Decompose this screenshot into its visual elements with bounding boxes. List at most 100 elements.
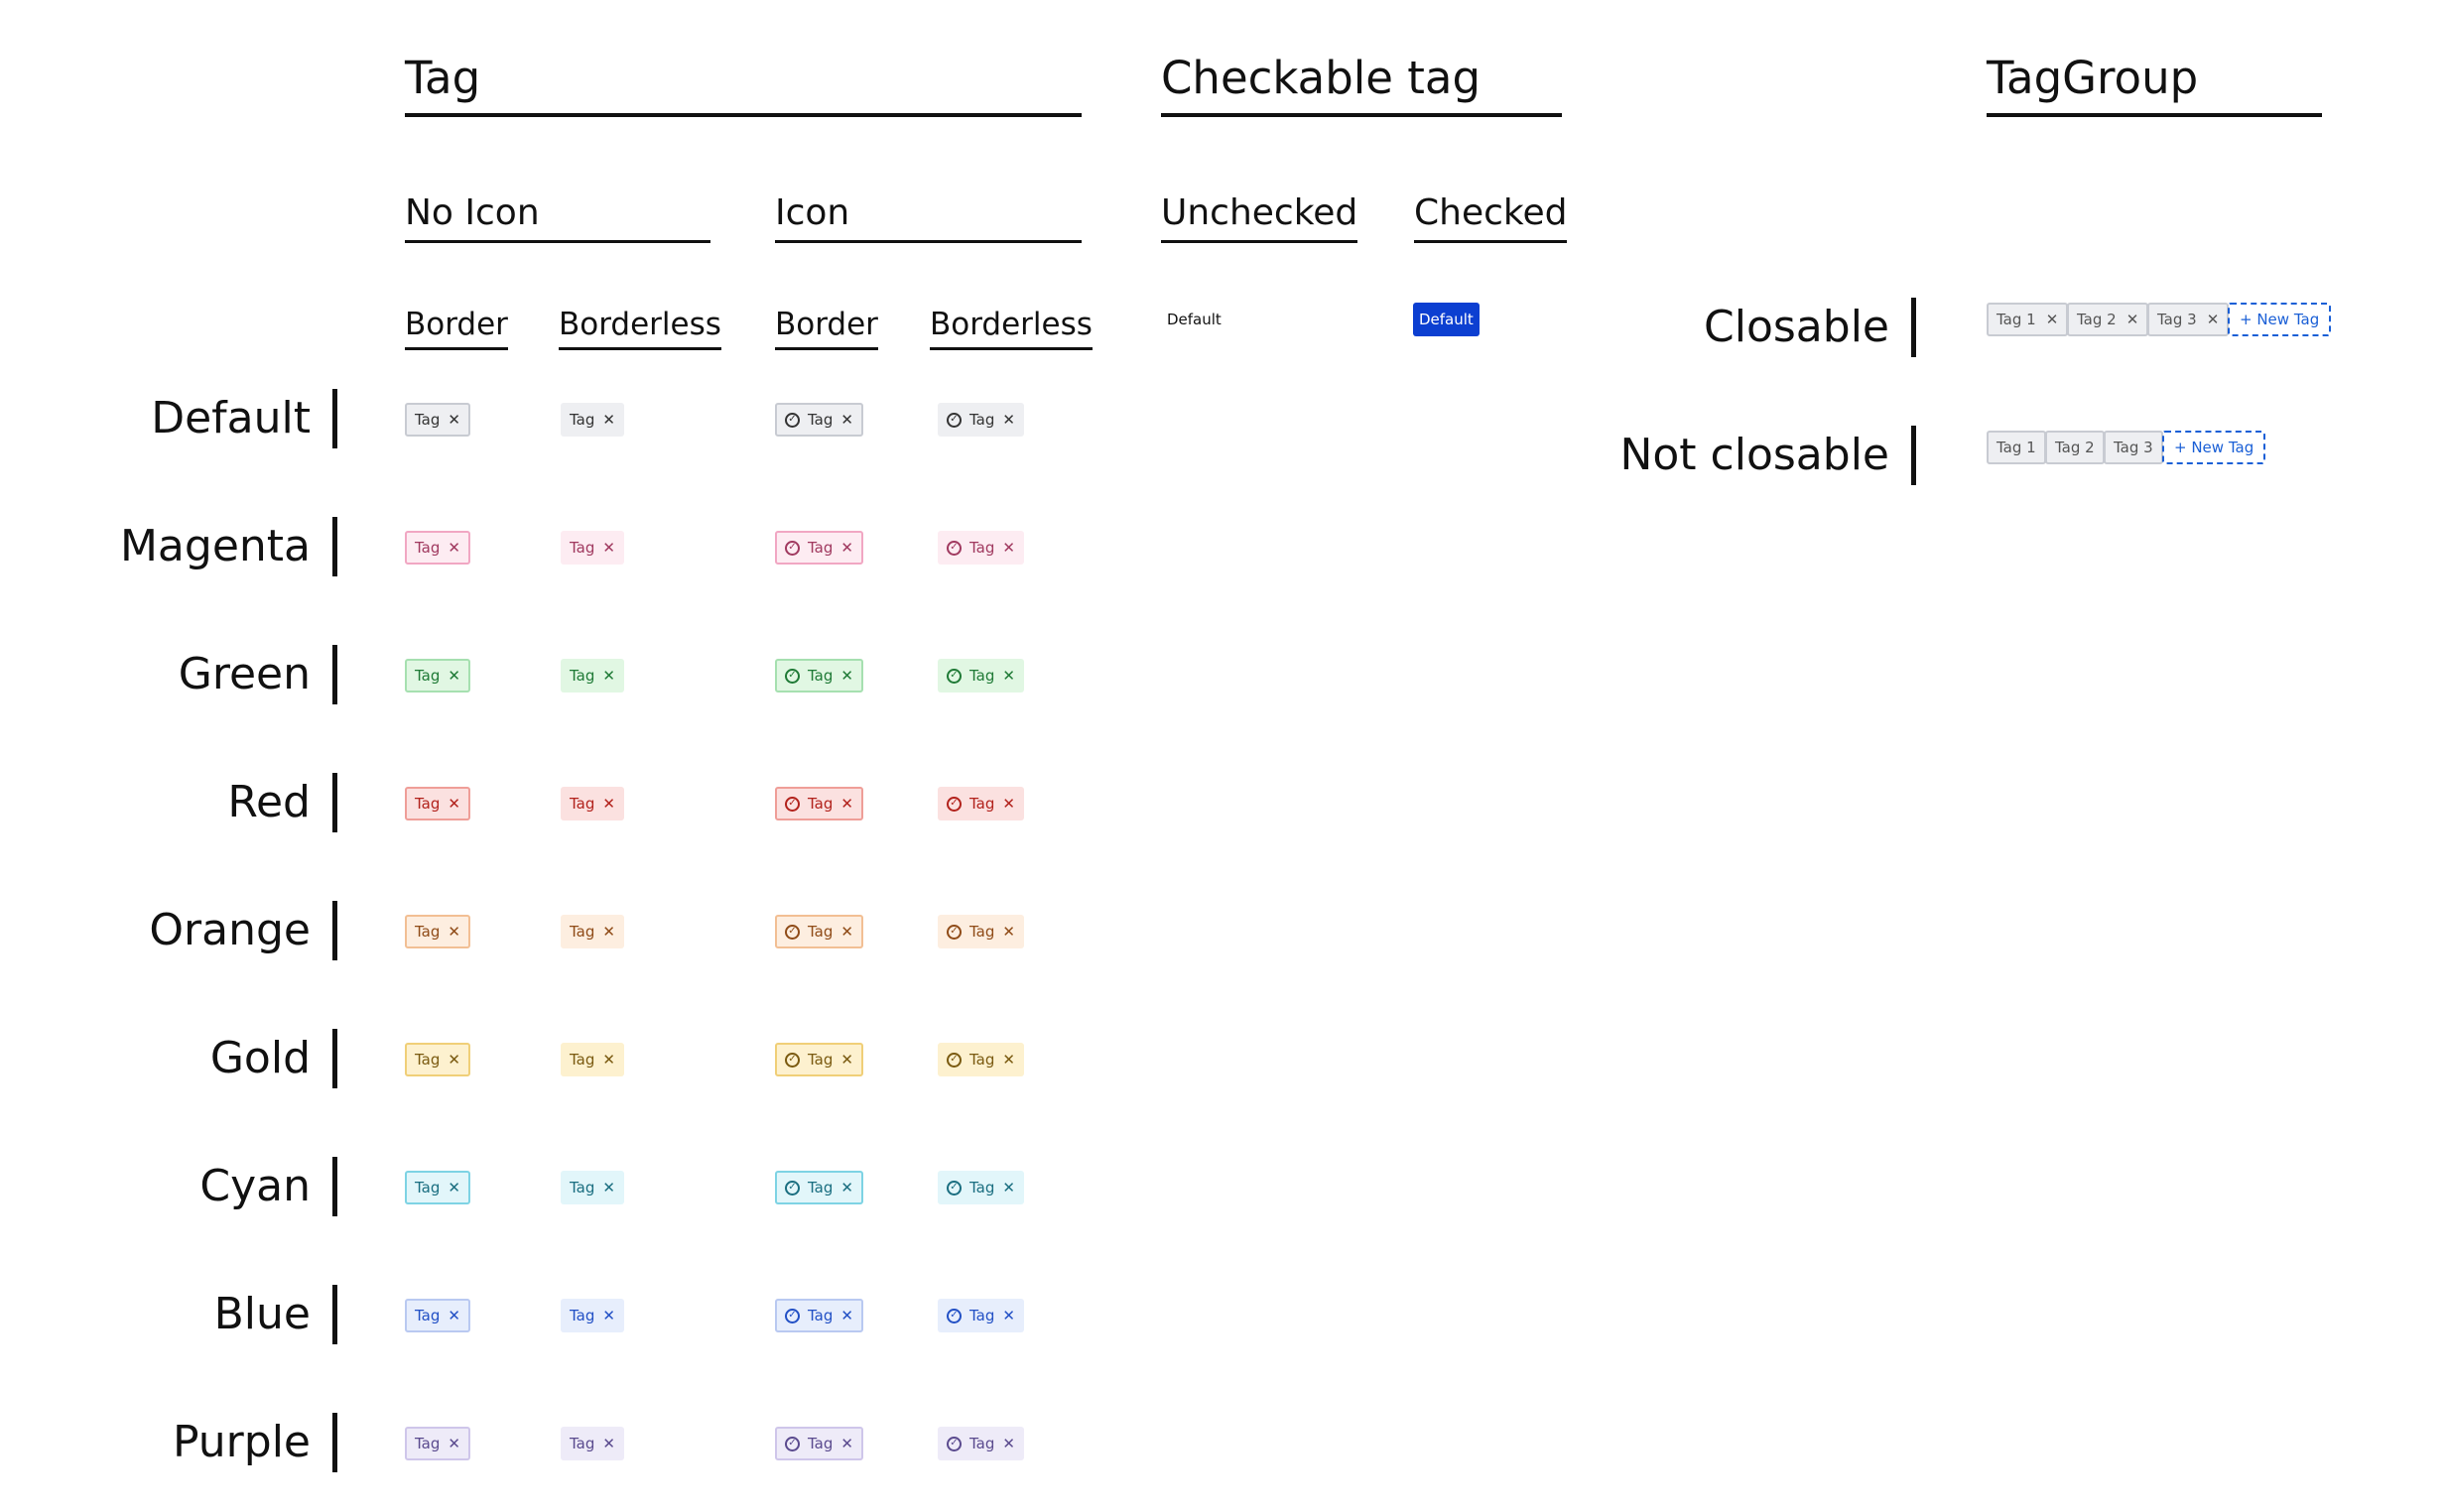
not-closable-tag-3[interactable]: Tag 3 — [2104, 431, 2163, 464]
close-icon[interactable]: ✕ — [1002, 410, 1015, 429]
close-icon[interactable]: ✕ — [448, 538, 460, 557]
tag-label: Tag — [969, 1307, 995, 1324]
tag-red-no-icon-borderless[interactable]: Tag ✕ — [561, 787, 624, 820]
close-icon[interactable]: ✕ — [840, 922, 853, 941]
tag-red-icon-borderless[interactable]: Tag ✕ — [938, 787, 1024, 820]
close-icon[interactable]: ✕ — [1002, 922, 1015, 941]
tag-default-icon-borderless[interactable]: Tag ✕ — [938, 403, 1024, 437]
checkable-tag-unchecked[interactable]: Default — [1167, 311, 1222, 328]
row-label-cyan: Cyan — [199, 1157, 337, 1216]
close-icon[interactable]: ✕ — [602, 538, 615, 557]
not-closable-new-tag-button[interactable]: + New Tag — [2162, 431, 2266, 464]
closable-new-tag-button[interactable]: + New Tag — [2228, 303, 2332, 336]
close-icon[interactable]: ✕ — [448, 666, 460, 685]
tag-red-no-icon-border[interactable]: Tag ✕ — [405, 787, 470, 820]
close-icon[interactable]: ✕ — [448, 794, 460, 813]
tag-blue-icon-border[interactable]: Tag ✕ — [775, 1299, 863, 1332]
close-icon[interactable]: ✕ — [448, 922, 460, 941]
tag-red-icon-border[interactable]: Tag ✕ — [775, 787, 863, 820]
closable-tag-3[interactable]: Tag 3 ✕ — [2147, 303, 2230, 336]
tag-default-no-icon-border[interactable]: Tag ✕ — [405, 403, 470, 437]
close-icon[interactable]: ✕ — [448, 1050, 460, 1069]
tag-blue-icon-borderless[interactable]: Tag ✕ — [938, 1299, 1024, 1332]
close-icon[interactable]: ✕ — [840, 410, 853, 429]
tag-green-icon-borderless[interactable]: Tag ✕ — [938, 659, 1024, 693]
check-circle-icon — [785, 412, 800, 428]
icon-borderless-heading: Borderless — [930, 304, 1093, 350]
tag-green-no-icon-border[interactable]: Tag ✕ — [405, 659, 470, 693]
tag-label: Tag 1 — [1996, 439, 2036, 456]
close-icon[interactable]: ✕ — [1002, 1306, 1015, 1324]
tag-label: Tag — [969, 1435, 995, 1452]
close-icon[interactable]: ✕ — [840, 538, 853, 557]
close-icon[interactable]: ✕ — [840, 1306, 853, 1324]
tag-orange-icon-borderless[interactable]: Tag ✕ — [938, 915, 1024, 948]
close-icon[interactable]: ✕ — [602, 922, 615, 941]
close-icon[interactable]: ✕ — [840, 1050, 853, 1069]
not-closable-tag-1[interactable]: Tag 1 — [1987, 431, 2046, 464]
close-icon[interactable]: ✕ — [448, 410, 460, 429]
tag-gold-no-icon-border[interactable]: Tag ✕ — [405, 1043, 470, 1076]
closable-tag-1[interactable]: Tag 1 ✕ — [1987, 303, 2069, 336]
close-icon[interactable]: ✕ — [448, 1434, 460, 1452]
close-icon[interactable]: ✕ — [1002, 794, 1015, 813]
close-icon[interactable]: ✕ — [602, 410, 615, 429]
not-closable-tag-2[interactable]: Tag 2 — [2045, 431, 2105, 464]
tag-label: Tag — [808, 539, 834, 557]
tag-magenta-no-icon-borderless[interactable]: Tag ✕ — [561, 531, 624, 565]
close-icon[interactable]: ✕ — [602, 1306, 615, 1324]
tag-label: Tag — [570, 411, 595, 429]
tag-magenta-no-icon-border[interactable]: Tag ✕ — [405, 531, 470, 565]
tag-magenta-icon-border[interactable]: Tag ✕ — [775, 531, 863, 565]
close-icon[interactable]: ✕ — [1002, 1050, 1015, 1069]
tag-default-icon-border[interactable]: Tag ✕ — [775, 403, 863, 437]
close-icon[interactable]: ✕ — [448, 1306, 460, 1324]
tag-gold-no-icon-borderless[interactable]: Tag ✕ — [561, 1043, 624, 1076]
close-icon[interactable]: ✕ — [602, 1178, 615, 1197]
close-icon[interactable]: ✕ — [602, 666, 615, 685]
checkable-tag-checked[interactable]: Default — [1413, 303, 1480, 336]
tag-blue-no-icon-border[interactable]: Tag ✕ — [405, 1299, 470, 1332]
close-icon[interactable]: ✕ — [2206, 310, 2220, 328]
tag-orange-no-icon-border[interactable]: Tag ✕ — [405, 915, 470, 948]
close-icon[interactable]: ✕ — [2125, 310, 2139, 328]
unchecked-heading: Unchecked — [1161, 189, 1358, 243]
close-icon[interactable]: ✕ — [1002, 1178, 1015, 1197]
close-icon[interactable]: ✕ — [2045, 310, 2059, 328]
tag-green-icon-border[interactable]: Tag ✕ — [775, 659, 863, 693]
tag-purple-icon-border[interactable]: Tag ✕ — [775, 1427, 863, 1460]
close-icon[interactable]: ✕ — [1002, 666, 1015, 685]
close-icon[interactable]: ✕ — [840, 794, 853, 813]
close-icon[interactable]: ✕ — [1002, 1434, 1015, 1452]
closable-tag-2[interactable]: Tag 2 ✕ — [2067, 303, 2149, 336]
tag-cyan-no-icon-border[interactable]: Tag ✕ — [405, 1171, 470, 1204]
tag-cyan-no-icon-borderless[interactable]: Tag ✕ — [561, 1171, 624, 1204]
check-circle-icon — [785, 1180, 800, 1196]
tag-cyan-icon-border[interactable]: Tag ✕ — [775, 1171, 863, 1204]
close-icon[interactable]: ✕ — [840, 666, 853, 685]
close-icon[interactable]: ✕ — [602, 1050, 615, 1069]
tag-green-no-icon-borderless[interactable]: Tag ✕ — [561, 659, 624, 693]
close-icon[interactable]: ✕ — [602, 794, 615, 813]
tag-label: Tag — [570, 667, 595, 685]
close-icon[interactable]: ✕ — [840, 1178, 853, 1197]
tag-cyan-icon-borderless[interactable]: Tag ✕ — [938, 1171, 1024, 1204]
tag-gold-icon-borderless[interactable]: Tag ✕ — [938, 1043, 1024, 1076]
tag-label: Tag 1 — [1996, 311, 2036, 328]
close-icon[interactable]: ✕ — [840, 1434, 853, 1452]
tag-purple-no-icon-border[interactable]: Tag ✕ — [405, 1427, 470, 1460]
close-icon[interactable]: ✕ — [448, 1178, 460, 1197]
check-circle-icon — [785, 668, 800, 684]
close-icon[interactable]: ✕ — [1002, 538, 1015, 557]
no-icon-border-heading: Border — [405, 304, 508, 350]
tag-magenta-icon-borderless[interactable]: Tag ✕ — [938, 531, 1024, 565]
close-icon[interactable]: ✕ — [602, 1434, 615, 1452]
tag-blue-no-icon-borderless[interactable]: Tag ✕ — [561, 1299, 624, 1332]
tag-default-no-icon-borderless[interactable]: Tag ✕ — [561, 403, 624, 437]
tag-gold-icon-border[interactable]: Tag ✕ — [775, 1043, 863, 1076]
tag-purple-icon-borderless[interactable]: Tag ✕ — [938, 1427, 1024, 1460]
tag-label: Tag — [808, 1307, 834, 1324]
tag-orange-icon-border[interactable]: Tag ✕ — [775, 915, 863, 948]
tag-orange-no-icon-borderless[interactable]: Tag ✕ — [561, 915, 624, 948]
tag-purple-no-icon-borderless[interactable]: Tag ✕ — [561, 1427, 624, 1460]
